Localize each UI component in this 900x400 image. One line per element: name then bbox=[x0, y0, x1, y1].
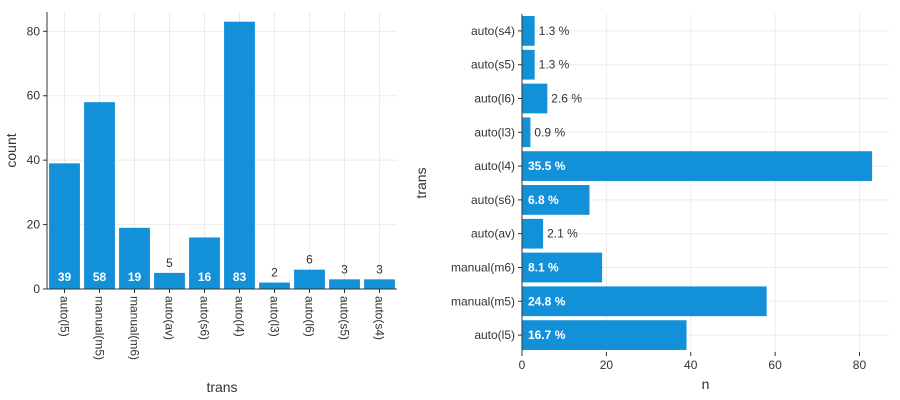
left-y-axis-title: count bbox=[3, 133, 19, 167]
right-bar-data-label: 0.9 % bbox=[534, 125, 565, 139]
right-y-tick-label: manual(m6) bbox=[451, 261, 515, 275]
right-bar bbox=[522, 252, 603, 283]
right-bar bbox=[522, 117, 531, 148]
left-bar-data-label: 3 bbox=[376, 262, 383, 276]
right-bar-data-label: 16.7 % bbox=[528, 328, 566, 342]
right-bar bbox=[522, 286, 767, 317]
right-bar-data-label: 2.1 % bbox=[547, 227, 578, 241]
right-bar-data-label: 2.6 % bbox=[551, 92, 582, 106]
left-x-tick-label: manual(m5) bbox=[93, 296, 107, 360]
right-bar bbox=[522, 151, 873, 181]
left-bar bbox=[364, 279, 395, 289]
right-x-axis-title: n bbox=[702, 376, 710, 392]
right-bar bbox=[522, 83, 548, 114]
left-bar bbox=[119, 227, 150, 289]
right-bar-data-label: 8.1 % bbox=[528, 261, 559, 275]
right-y-tick-label: auto(l5) bbox=[474, 328, 515, 342]
right-x-tick-label: 20 bbox=[600, 358, 614, 372]
left-bar-data-label: 58 bbox=[93, 270, 107, 284]
right-y-tick-label: auto(s4) bbox=[471, 24, 515, 38]
right-bar-data-label: 1.3 % bbox=[539, 58, 570, 72]
left-y-tick-label: 40 bbox=[27, 153, 41, 167]
left-bar-data-label: 5 bbox=[166, 256, 173, 270]
left-x-tick-label: auto(l5) bbox=[58, 296, 72, 337]
left-bar bbox=[49, 163, 80, 289]
right-bar bbox=[522, 185, 590, 215]
left-x-tick-label: auto(l4) bbox=[233, 296, 247, 337]
left-bar-data-label: 2 bbox=[271, 266, 278, 280]
left-x-tick-label: auto(l3) bbox=[268, 296, 282, 337]
left-y-tick-label: 0 bbox=[33, 282, 40, 296]
right-y-tick-label: auto(av) bbox=[471, 227, 515, 241]
right-bar bbox=[522, 218, 544, 249]
left-x-tick-label: auto(l6) bbox=[303, 296, 317, 337]
left-bar bbox=[294, 269, 325, 289]
left-bar-data-label: 39 bbox=[58, 270, 72, 284]
left-bar-data-label: 19 bbox=[128, 270, 142, 284]
right-y-tick-label: auto(s5) bbox=[471, 58, 515, 72]
right-y-tick-label: manual(m5) bbox=[451, 294, 515, 308]
right-x-tick-label: 60 bbox=[768, 358, 782, 372]
left-x-tick-label: manual(m6) bbox=[128, 296, 142, 360]
left-bar bbox=[224, 21, 255, 290]
left-x-tick-label: auto(s4) bbox=[373, 296, 387, 340]
right-y-tick-label: auto(s6) bbox=[471, 193, 515, 207]
left-bar bbox=[259, 282, 290, 289]
right-y-tick-label: auto(l6) bbox=[474, 92, 515, 106]
left-x-tick-label: auto(s6) bbox=[198, 296, 212, 340]
right-x-tick-label: 80 bbox=[853, 358, 867, 372]
right-bar-data-label: 6.8 % bbox=[528, 193, 559, 207]
right-bar bbox=[522, 49, 535, 80]
right-x-tick-label: 0 bbox=[519, 358, 526, 372]
right-bar-data-label: 1.3 % bbox=[539, 24, 570, 38]
right-y-tick-label: auto(l3) bbox=[474, 125, 515, 139]
right-bar-data-label: 35.5 % bbox=[528, 159, 566, 173]
left-y-tick-label: 80 bbox=[27, 24, 41, 38]
right-x-tick-label: 40 bbox=[684, 358, 698, 372]
right-bar bbox=[522, 16, 535, 46]
left-bar bbox=[154, 272, 185, 289]
left-x-tick-label: auto(s5) bbox=[338, 296, 352, 340]
left-y-tick-label: 20 bbox=[27, 218, 41, 232]
left-x-tick-label: auto(av) bbox=[163, 296, 177, 340]
left-bar-data-label: 83 bbox=[233, 270, 247, 284]
left-bar-data-label: 16 bbox=[198, 270, 212, 284]
left-y-tick-label: 60 bbox=[27, 89, 41, 103]
left-bar-data-label: 6 bbox=[306, 253, 313, 267]
right-bar bbox=[522, 320, 687, 350]
left-bar-data-label: 3 bbox=[341, 262, 348, 276]
left-bar bbox=[84, 102, 115, 290]
right-bar-data-label: 24.8 % bbox=[528, 294, 566, 308]
right-y-tick-label: auto(l4) bbox=[474, 159, 515, 173]
left-x-axis-title: trans bbox=[206, 379, 237, 395]
right-y-axis-title: trans bbox=[413, 167, 429, 198]
left-bar bbox=[189, 237, 220, 289]
left-bar bbox=[329, 279, 360, 289]
